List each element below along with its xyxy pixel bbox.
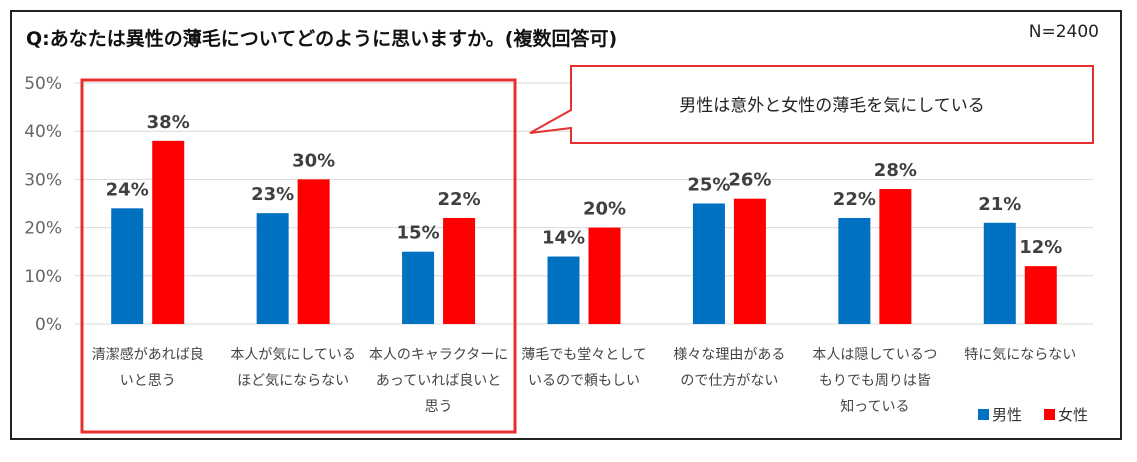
y-tick-label: 30% bbox=[24, 170, 62, 190]
value-label-male: 24% bbox=[106, 179, 149, 200]
value-labels: 24% 23% 15% 14% 25% 22% 21% 38% 30% 22% 20% 26% 28% 1… bbox=[106, 112, 1063, 258]
value-label-male: 21% bbox=[978, 194, 1021, 215]
bar-female bbox=[152, 140, 185, 324]
bar-male bbox=[547, 256, 580, 324]
y-tick-label: 20% bbox=[24, 219, 62, 239]
y-tick-label: 10% bbox=[24, 267, 62, 287]
legend-swatch-male bbox=[978, 409, 989, 420]
bar-female bbox=[588, 227, 621, 324]
value-label-female: 30% bbox=[292, 150, 335, 171]
bar-male bbox=[402, 251, 435, 324]
value-label-female: 22% bbox=[438, 189, 481, 210]
bar-male bbox=[256, 213, 289, 324]
callout-bubble bbox=[529, 65, 1094, 144]
value-label-male: 15% bbox=[397, 223, 440, 244]
bar-female bbox=[297, 179, 330, 324]
bar-female bbox=[1024, 266, 1057, 324]
value-label-male: 25% bbox=[687, 175, 730, 196]
bar-male bbox=[838, 217, 871, 324]
callout: 男性は意外と女性の薄毛を気にしている bbox=[529, 65, 1094, 144]
legend: 男性 女性 bbox=[978, 406, 1088, 424]
bar-male bbox=[983, 222, 1016, 324]
bars bbox=[111, 140, 1057, 324]
value-label-male: 23% bbox=[251, 184, 294, 205]
category-label: 思う bbox=[425, 399, 453, 415]
value-label-male: 22% bbox=[833, 189, 876, 210]
highlight-box bbox=[80, 78, 517, 434]
bar-female bbox=[443, 217, 476, 324]
legend-swatch-female bbox=[1044, 409, 1055, 420]
chart-title: Q:あなたは異性の薄毛についてどのように思いますか。(複数回答可) bbox=[26, 28, 618, 50]
category-label: いと思う bbox=[120, 373, 176, 389]
category-label: 様々な理由がある bbox=[673, 347, 785, 363]
category-label: ほど気にならない bbox=[237, 373, 349, 389]
bar-female bbox=[879, 189, 912, 324]
value-label-female: 28% bbox=[874, 160, 917, 181]
category-label: いるので頼もしい bbox=[528, 373, 640, 389]
value-label-female: 20% bbox=[583, 199, 626, 220]
legend-label-male: 男性 bbox=[992, 406, 1022, 424]
value-label-female: 12% bbox=[1019, 237, 1062, 258]
value-label-female: 26% bbox=[728, 170, 771, 191]
value-label-female: 38% bbox=[147, 112, 190, 133]
category-label: もりでも周りは皆 bbox=[819, 373, 931, 389]
legend-label-female: 女性 bbox=[1058, 406, 1088, 424]
category-label: 本人は隠しているつ bbox=[812, 347, 937, 363]
category-label: 薄毛でも堂々として bbox=[521, 347, 647, 363]
category-label: 特に気にならない bbox=[964, 347, 1076, 363]
value-label-male: 14% bbox=[542, 228, 585, 249]
category-label: 知っている bbox=[840, 398, 909, 415]
category-label: ので仕方がない bbox=[680, 373, 778, 389]
category-label: 清潔感があれば良 bbox=[92, 346, 204, 363]
bar-male bbox=[111, 208, 144, 324]
y-axis-ticks: 0% 10% 20% 30% 40% 50% bbox=[24, 74, 62, 335]
category-label: あっていれば良いと bbox=[376, 373, 501, 389]
y-tick-label: 0% bbox=[35, 315, 62, 335]
category-label: 本人のキャラクターに bbox=[369, 347, 508, 363]
sample-size-label: N=2400 bbox=[1028, 22, 1099, 42]
y-tick-label: 50% bbox=[24, 74, 62, 94]
callout-text: 男性は意外と女性の薄毛を気にしている bbox=[679, 96, 985, 116]
bar-female bbox=[733, 198, 766, 324]
bar-male bbox=[692, 203, 725, 324]
category-label: 本人が気にしている bbox=[230, 347, 356, 363]
y-tick-label: 40% bbox=[24, 122, 62, 142]
